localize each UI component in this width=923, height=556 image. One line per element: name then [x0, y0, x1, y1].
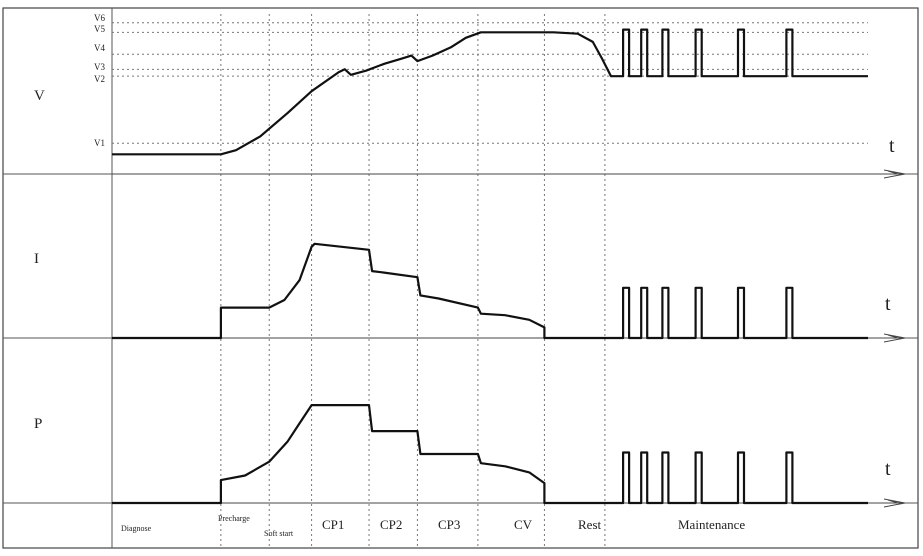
time-axis-arrow [883, 333, 906, 343]
curves [112, 28, 868, 505]
current-curve [112, 242, 868, 340]
phase-label-rest: Rest [578, 517, 602, 532]
phase-label-cp3: CP3 [438, 517, 460, 532]
power-curve [112, 404, 868, 505]
voltage-level-lines [112, 22, 868, 144]
voltage-curve [112, 28, 868, 156]
text-labels: V I P t t t V6 V5 V4 V3 V2 V1 Diagnose P… [34, 13, 895, 538]
panel-label-i: I [34, 251, 39, 267]
axis-label-t-v: t [889, 135, 895, 157]
panel-label-p: P [34, 416, 42, 432]
outer-border [2, 7, 919, 549]
phase-label-cp2: CP2 [380, 517, 402, 532]
level-label-v2: V2 [94, 74, 105, 84]
time-axis-arrow [883, 498, 906, 508]
axis-label-t-i: t [885, 293, 891, 315]
phase-label-precharge: Precharge [218, 514, 250, 523]
level-label-v6: V6 [94, 13, 105, 23]
phase-boundaries [220, 14, 606, 548]
phase-label-cv: CV [514, 517, 533, 532]
chart-frame [2, 7, 919, 549]
level-label-v3: V3 [94, 62, 105, 72]
time-axis-arrow [883, 169, 906, 179]
phase-label-soft-start: Soft start [264, 529, 294, 538]
level-label-v1: V1 [94, 138, 105, 148]
axis-label-t-p: t [885, 458, 891, 480]
phase-label-diagnose: Diagnose [121, 524, 152, 533]
phase-label-cp1: CP1 [322, 517, 344, 532]
level-label-v5: V5 [94, 24, 105, 34]
panel-label-v: V [34, 88, 45, 104]
phase-label-maintenance: Maintenance [678, 517, 745, 532]
level-label-v4: V4 [94, 43, 105, 53]
